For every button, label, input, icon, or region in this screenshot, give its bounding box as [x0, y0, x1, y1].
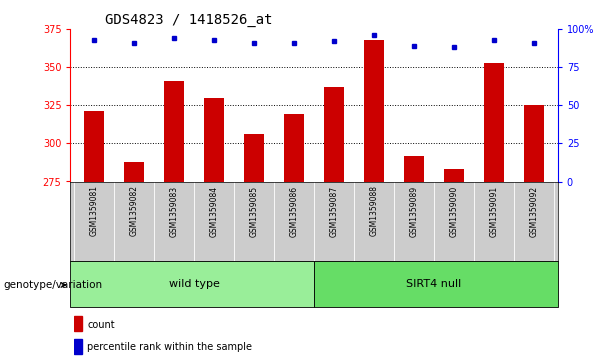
Bar	[74, 339, 82, 354]
Text: percentile rank within the sample: percentile rank within the sample	[87, 342, 252, 352]
Bar	[124, 162, 145, 182]
Text: GSM1359083: GSM1359083	[170, 185, 179, 237]
Bar	[284, 114, 304, 182]
Bar	[85, 111, 104, 182]
Bar	[204, 98, 224, 182]
Bar	[164, 81, 185, 182]
Bar	[444, 169, 464, 182]
Text: GSM1359082: GSM1359082	[130, 185, 139, 236]
Text: GSM1359087: GSM1359087	[330, 185, 338, 237]
Text: count: count	[87, 319, 115, 330]
Text: GSM1359092: GSM1359092	[530, 185, 538, 237]
Text: GSM1359090: GSM1359090	[449, 185, 459, 237]
Bar	[484, 62, 504, 182]
Bar	[404, 156, 424, 182]
Text: GDS4823 / 1418526_at: GDS4823 / 1418526_at	[105, 13, 272, 26]
Text: GSM1359085: GSM1359085	[249, 185, 259, 237]
Bar	[244, 134, 264, 182]
Text: GSM1359091: GSM1359091	[489, 185, 498, 237]
Text: GSM1359081: GSM1359081	[90, 185, 99, 236]
Bar	[70, 261, 314, 307]
Bar	[364, 40, 384, 182]
Text: GSM1359089: GSM1359089	[409, 185, 419, 237]
Text: GSM1359086: GSM1359086	[290, 185, 299, 237]
Bar	[314, 261, 558, 307]
Bar	[324, 87, 344, 182]
Text: genotype/variation: genotype/variation	[3, 280, 102, 290]
Text: wild type: wild type	[169, 279, 220, 289]
Bar	[524, 105, 544, 182]
Text: SIRT4 null: SIRT4 null	[406, 279, 462, 289]
Bar	[74, 317, 82, 331]
Text: GSM1359084: GSM1359084	[210, 185, 219, 237]
Text: GSM1359088: GSM1359088	[370, 185, 379, 236]
